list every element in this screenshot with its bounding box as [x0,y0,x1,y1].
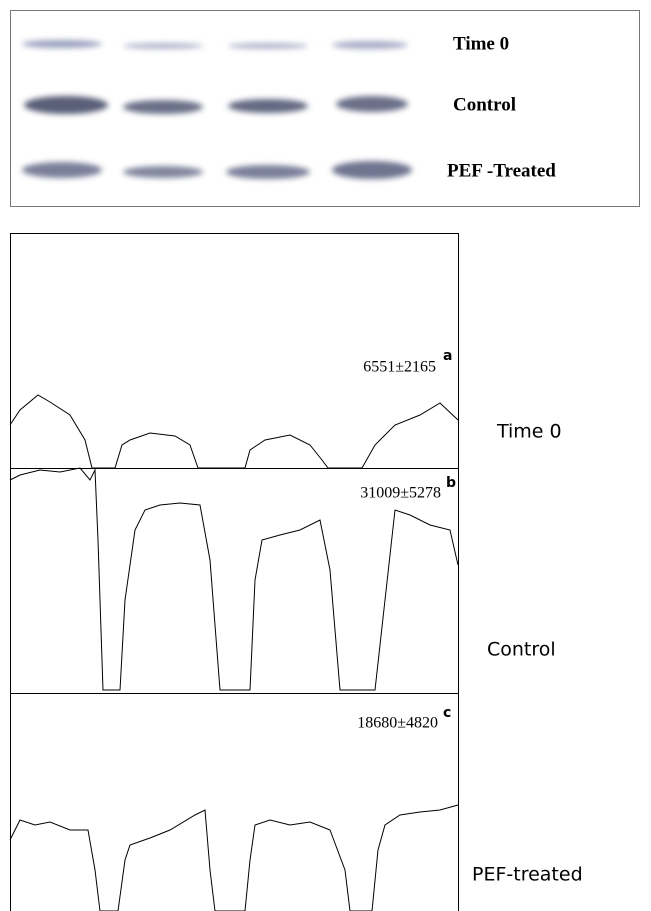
profile-label: Time 0 [496,421,562,443]
profile-line [9,804,459,911]
profile-label: Control [487,639,556,661]
density-value: 18680±4820 [357,715,438,732]
blot-frame [10,10,640,207]
density-value: 31009±5278 [360,485,441,502]
profile-line [9,394,459,469]
significance-letter: a [443,348,452,364]
row-label: Control [453,94,516,115]
profile-label: PEF-treated [472,864,583,886]
profile-frame [10,233,459,911]
significance-letter: b [446,475,456,491]
row-label: Time 0 [453,33,509,54]
significance-letter: c [443,705,451,721]
bands [22,40,412,179]
density-value: 6551±2165 [363,359,436,376]
profile-line [9,467,459,691]
row-label: PEF -Treated [447,160,556,181]
